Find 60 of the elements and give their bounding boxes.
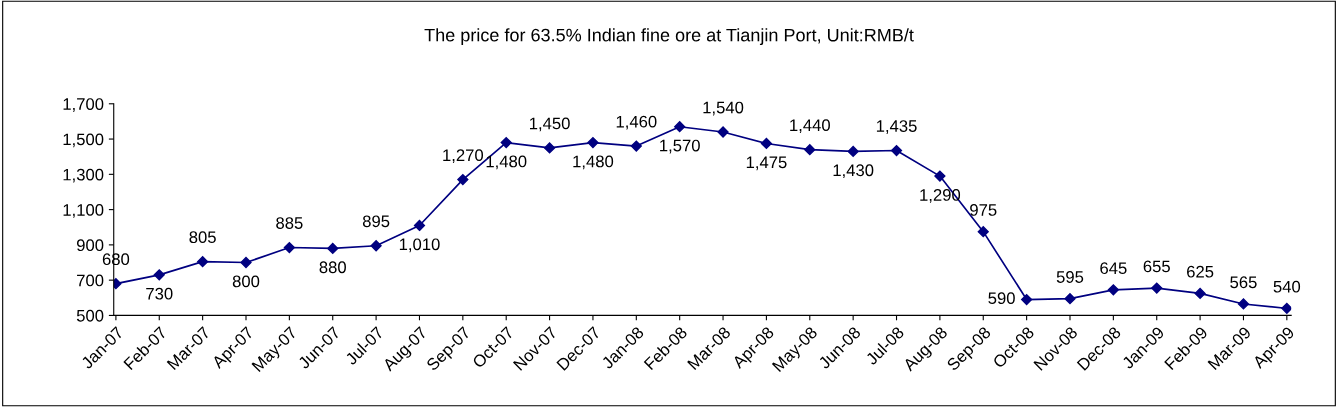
data-label: 1,270 (443, 149, 484, 164)
data-label: 1,440 (790, 119, 830, 134)
y-tick-label: 1,500 (63, 133, 104, 148)
data-label: 540 (1273, 280, 1301, 293)
point (587, 136, 599, 149)
point (1021, 293, 1033, 306)
y-tick-label: 700 (77, 274, 104, 287)
data-label: 655 (1143, 260, 1170, 273)
data-label: 1,540 (703, 101, 744, 116)
point (804, 144, 816, 156)
data-label: 625 (1187, 265, 1214, 278)
data-label: 730 (146, 287, 173, 300)
point (934, 170, 946, 182)
point (977, 226, 989, 238)
y-tick-label: 1,700 (63, 98, 104, 112)
y-tick-label: 1,300 (63, 168, 104, 183)
point (674, 121, 686, 133)
point (413, 219, 426, 232)
data-label: 595 (1056, 271, 1084, 283)
point (890, 144, 903, 157)
data-label: 1,450 (530, 117, 570, 132)
y-tick-label: 900 (76, 239, 104, 252)
point (1064, 293, 1076, 305)
data-label: 1,570 (660, 139, 700, 154)
data-label: 880 (319, 261, 346, 274)
data-label: 1,480 (573, 155, 614, 170)
chart-title: The price for 63.5% Indian fine ore at Tianjin Port, Unit:RMB/t (424, 28, 914, 46)
data-label: 590 (988, 292, 1015, 305)
point (1281, 302, 1292, 314)
point (327, 242, 339, 255)
data-label: 1,480 (486, 155, 527, 170)
point (197, 256, 209, 268)
data-label: 1,460 (616, 115, 657, 130)
point (847, 145, 859, 158)
point (240, 256, 252, 269)
data-label: 1,475 (746, 156, 787, 171)
data-label: 1,430 (833, 164, 874, 179)
y-tick-label: 500 (76, 309, 104, 322)
point (543, 142, 556, 154)
data-label: 565 (1230, 276, 1257, 289)
data-label: 895 (362, 215, 390, 228)
point (1237, 298, 1250, 310)
data-label: 805 (189, 231, 216, 244)
point (1151, 282, 1163, 294)
data-label: 800 (232, 275, 260, 288)
point (1194, 287, 1206, 299)
data-label: 885 (276, 217, 303, 229)
point (1107, 284, 1119, 296)
point (630, 140, 642, 152)
point (283, 241, 295, 254)
point (370, 240, 382, 252)
data-label: 975 (970, 204, 997, 216)
data-label: 645 (1100, 262, 1127, 275)
data-label: 1,010 (399, 238, 440, 253)
point (760, 137, 773, 150)
point (500, 136, 512, 149)
point (153, 269, 165, 281)
y-tick-label: 1,100 (63, 204, 104, 218)
data-label: 1,435 (876, 120, 917, 134)
point (457, 174, 469, 186)
